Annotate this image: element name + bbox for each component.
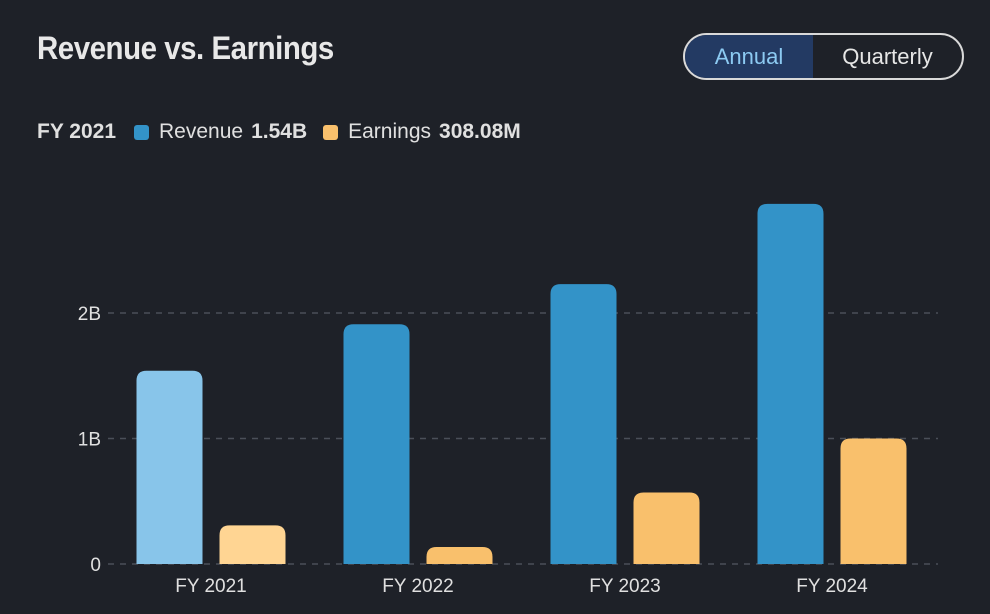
revenue-bar-fy-2024[interactable] (757, 203, 824, 564)
revenue-bar-fy-2022[interactable] (343, 324, 410, 564)
chart-title: Revenue vs. Earnings (37, 30, 334, 66)
earnings-swatch-icon (323, 124, 339, 140)
earnings-bar-fy-2023[interactable] (633, 492, 700, 564)
earnings-bar-fy-2022[interactable] (426, 547, 493, 564)
legend-revenue-label: Revenue (159, 120, 244, 143)
x-tick-label: FY 2024 (796, 576, 868, 597)
x-tick-label: FY 2023 (589, 576, 660, 597)
legend-revenue-value: 1.54B (251, 120, 308, 143)
toggle-quarterly[interactable]: Quarterly (842, 43, 933, 69)
legend-earnings-label: Earnings (348, 120, 432, 143)
x-tick-label: FY 2021 (175, 576, 246, 597)
toggle-annual[interactable]: Annual (685, 35, 813, 78)
y-tick-label: 1B (78, 430, 101, 451)
revenue-swatch-icon (134, 124, 150, 140)
x-tick-label: FY 2022 (382, 576, 453, 597)
earnings-bar-fy-2021[interactable] (219, 525, 286, 564)
period-toggle[interactable]: Annual Quarterly (683, 33, 964, 80)
y-tick-label: 2B (78, 304, 101, 325)
earnings-bar-fy-2024[interactable] (840, 438, 907, 565)
y-tick-label: 0 (90, 555, 101, 576)
legend: FY 2021 Revenue 1.54B Earnings 308.08M (37, 120, 537, 144)
legend-earnings-value: 308.08M (439, 120, 521, 143)
revenue-bar-fy-2023[interactable] (550, 284, 617, 564)
legend-period: FY 2021 (37, 120, 117, 143)
revenue-bar-fy-2021[interactable] (136, 370, 203, 564)
